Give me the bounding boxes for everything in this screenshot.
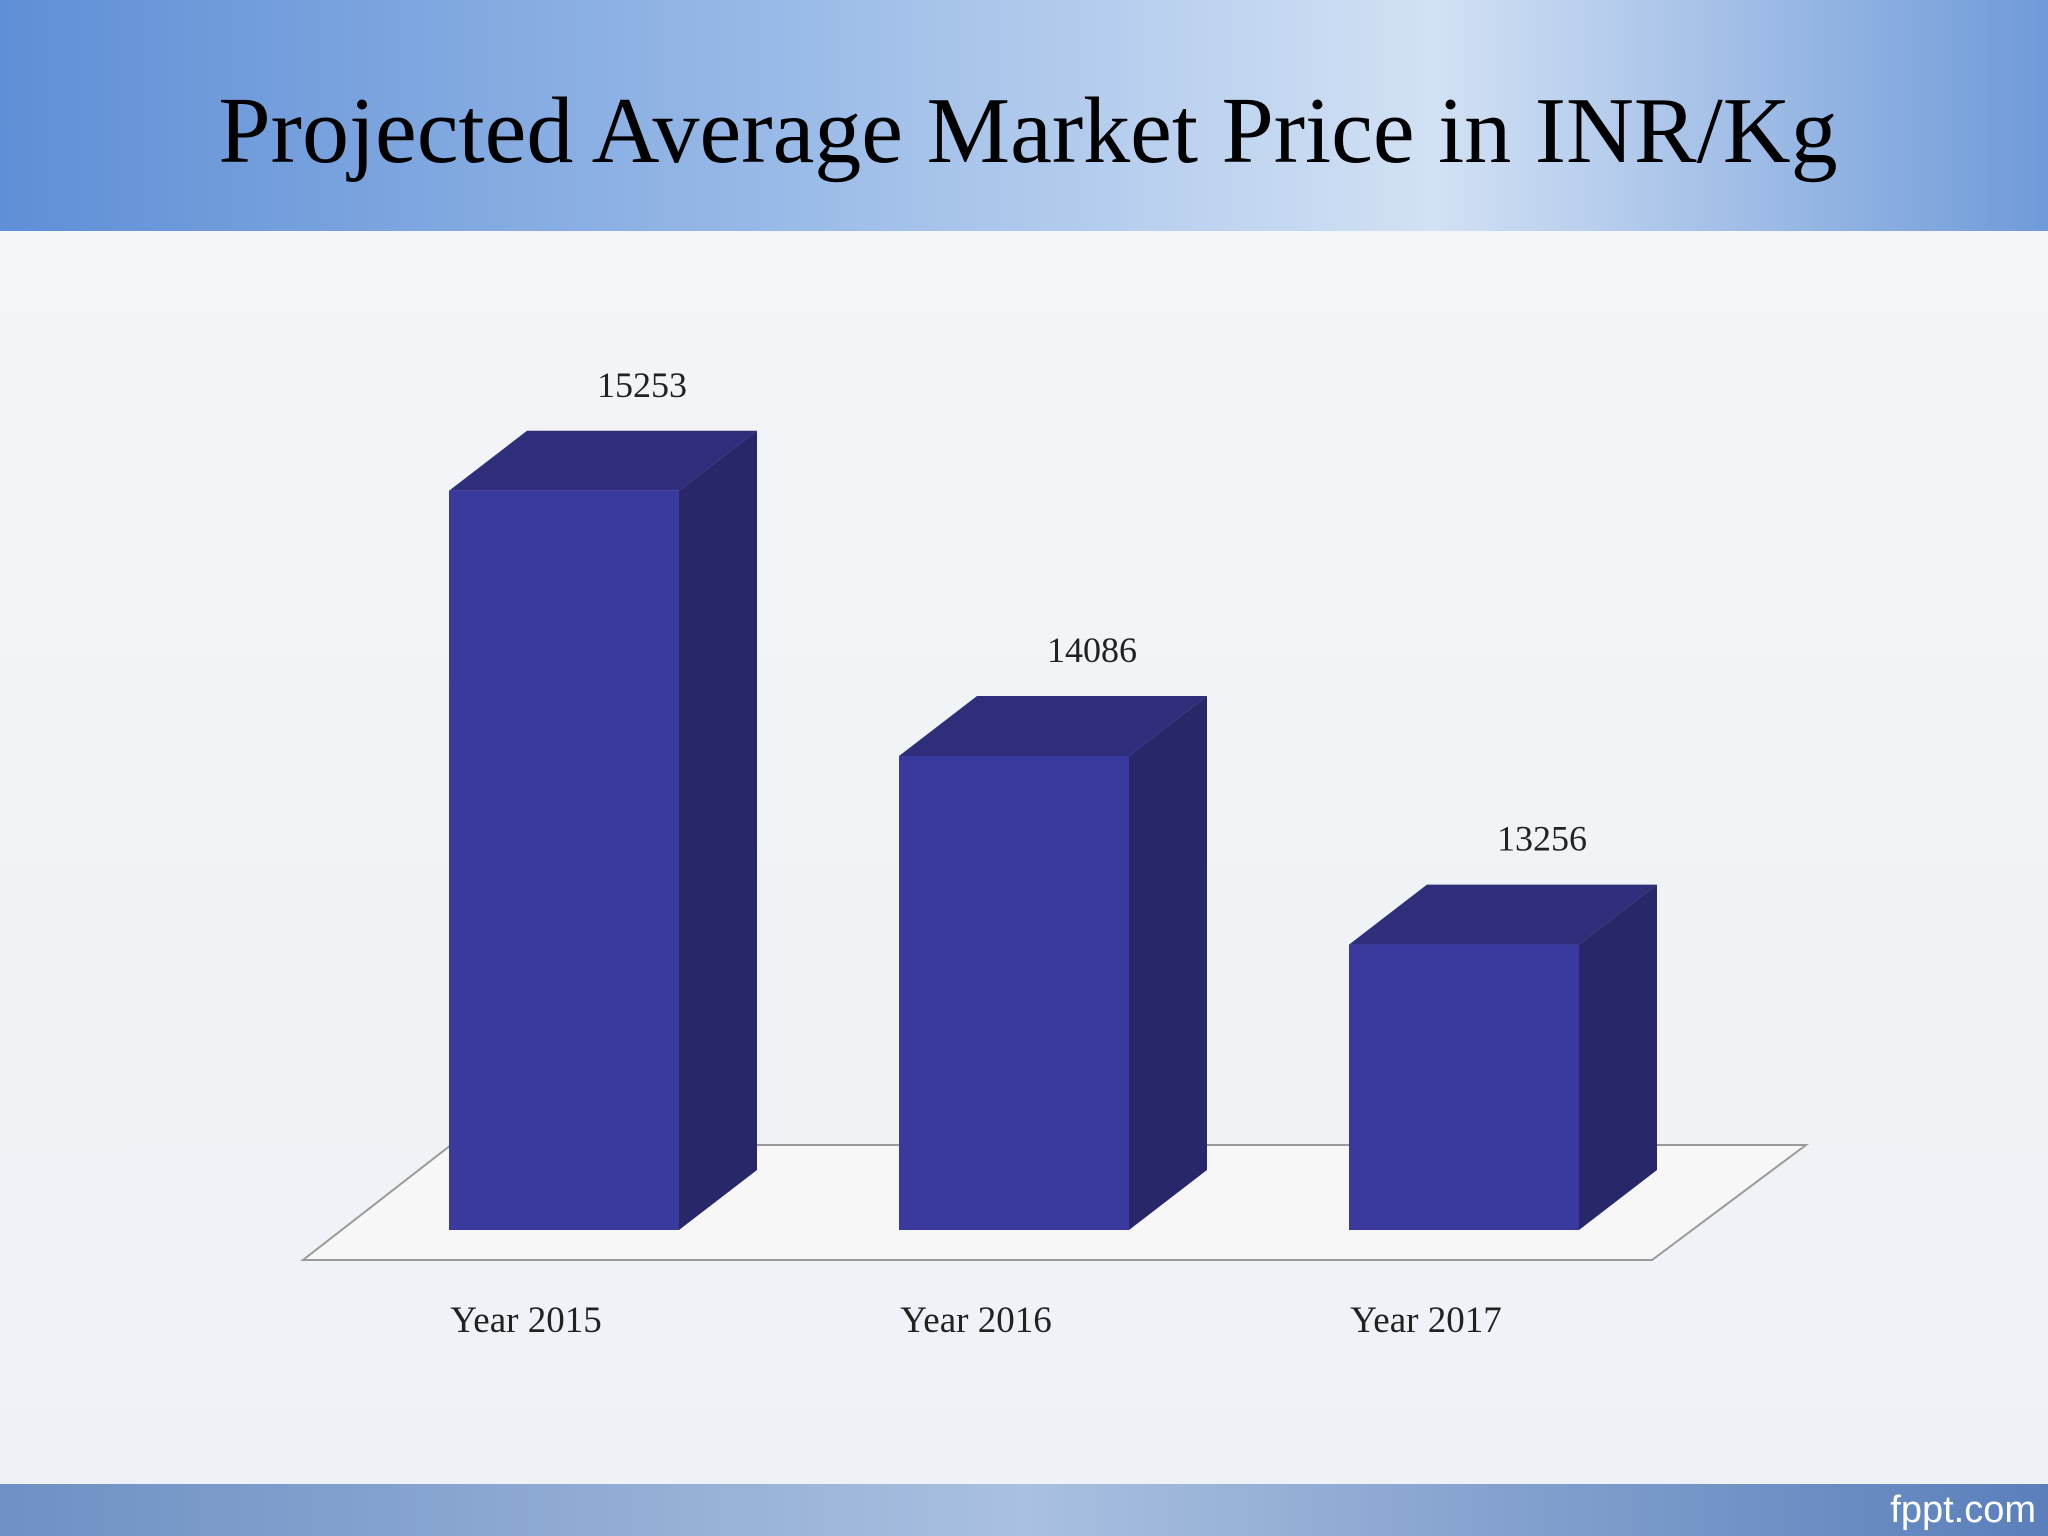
x-tick-label: Year 2015 xyxy=(450,1300,601,1341)
chart-title: Projected Average Market Price in INR/Kg xyxy=(218,79,1837,183)
bar-side xyxy=(679,430,757,1230)
bar xyxy=(1349,944,1579,1230)
bar-top xyxy=(1349,884,1657,945)
value-label: 14086 xyxy=(1047,630,1137,670)
x-tick-label: Year 2017 xyxy=(1350,1300,1501,1341)
footer-band xyxy=(0,1484,2048,1536)
footer-text: fppt.com xyxy=(1890,1489,2036,1531)
header-band xyxy=(0,0,2048,231)
bar xyxy=(449,490,679,1230)
value-label: 13256 xyxy=(1497,819,1587,859)
bar xyxy=(899,755,1129,1230)
bar-top xyxy=(449,430,757,491)
value-label: 15253 xyxy=(597,365,687,405)
bar-side xyxy=(1129,695,1207,1230)
bar-top xyxy=(899,695,1207,756)
bar-side xyxy=(1579,884,1657,1230)
x-tick-label: Year 2016 xyxy=(900,1300,1051,1341)
